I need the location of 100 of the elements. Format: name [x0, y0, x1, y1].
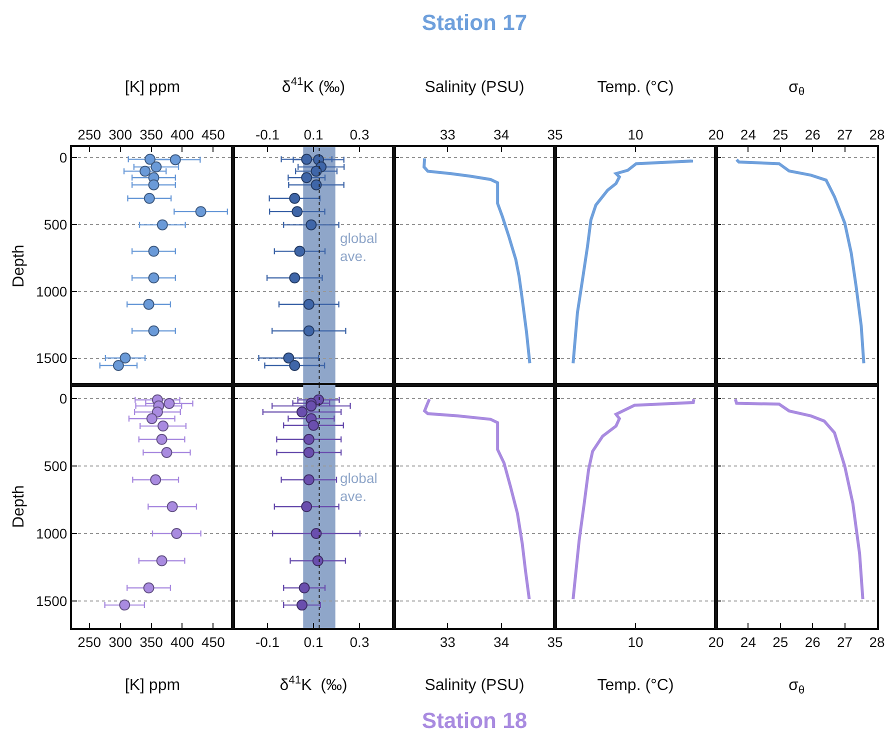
x-tick-label: 400: [170, 126, 194, 142]
x-tick-label: 300: [108, 634, 132, 650]
point: [312, 555, 324, 566]
x-tick-label: 26: [804, 126, 821, 142]
x-tick-label: 33: [440, 126, 456, 142]
point: [156, 434, 168, 445]
y-tick-label: 500: [44, 458, 68, 474]
x-tick-label: 26: [804, 634, 821, 650]
x-tick-label: 20: [708, 126, 724, 142]
x-tick-label: 300: [108, 126, 132, 142]
x-tick-label: 27: [837, 634, 853, 650]
point: [303, 298, 314, 310]
point: [171, 528, 182, 539]
point: [144, 192, 155, 204]
x-axis-title: δ$^{41}$K (‰): [280, 674, 348, 694]
point: [143, 582, 154, 594]
band-label: global ave.: [340, 470, 378, 504]
y-tick-label: 1000: [36, 283, 68, 300]
point: [306, 219, 317, 230]
text: Station 18: [420, 708, 528, 734]
point: [119, 600, 130, 611]
point: [148, 246, 160, 257]
x-tick-label: 10: [628, 634, 644, 650]
x-tick-label: 450: [202, 634, 226, 650]
x-tick-label: 34: [494, 634, 510, 650]
x-tick-label: 24: [740, 126, 756, 142]
point: [144, 154, 156, 165]
x-tick-label: 34: [494, 126, 510, 142]
point: [158, 420, 169, 432]
y-axis-title: Depth: [10, 485, 28, 528]
x-tick-label: 27: [837, 126, 853, 142]
x-tick-label: 25: [772, 126, 788, 142]
point: [306, 400, 317, 412]
point: [292, 206, 303, 218]
point: [161, 447, 172, 458]
x-tick-label: 0.3: [350, 634, 370, 650]
point: [195, 206, 206, 218]
x-tick-label: 250: [78, 126, 102, 142]
point: [146, 413, 158, 424]
x-axis-title: σ$_{θ}$: [788, 78, 805, 98]
point: [148, 325, 160, 336]
point: [164, 398, 175, 409]
x-tick-label: 10: [628, 126, 644, 142]
y-tick-label: 500: [44, 216, 68, 232]
x-axis-title: σ$_{θ}$: [788, 677, 805, 696]
chart-title: Station 17: [420, 10, 528, 36]
point: [143, 298, 154, 310]
point: [283, 352, 294, 364]
y-tick-label: 1000: [36, 525, 68, 542]
y-tick-label: 1500: [36, 350, 68, 366]
x-tick-label: 450: [202, 126, 226, 142]
y-tick-label: 0: [59, 390, 68, 406]
x-tick-label: 0.1: [304, 126, 324, 142]
y-axis-title: Depth: [10, 244, 28, 288]
point: [301, 501, 312, 512]
point: [150, 161, 162, 172]
x-tick-label: -0.1: [255, 126, 280, 142]
x-tick-label: 35: [547, 634, 563, 650]
point: [310, 179, 322, 190]
point: [308, 420, 319, 431]
point: [148, 272, 160, 284]
point: [152, 406, 163, 418]
point: [150, 474, 162, 486]
x-tick-label: 35: [547, 126, 563, 142]
point: [298, 582, 310, 594]
point: [303, 447, 314, 458]
x-tick-label: 24: [740, 634, 756, 650]
point: [303, 474, 314, 486]
y-tick-label: 0: [59, 150, 68, 166]
point: [296, 600, 308, 611]
x-axis-title: Salinity (PSU): [424, 78, 524, 96]
x-tick-label: 400: [170, 634, 194, 650]
x-tick-label: 350: [140, 634, 164, 650]
x-tick-label: 28: [869, 126, 885, 142]
x-axis-title: Salinity (PSU): [424, 677, 524, 694]
x-axis-title: [K] ppm: [124, 677, 180, 694]
x-tick-label: 28: [869, 634, 885, 650]
x-axis-title: Temp. (°C): [597, 677, 674, 694]
point: [156, 219, 168, 230]
point: [289, 192, 300, 204]
x-tick-label: -0.1: [255, 634, 280, 650]
x-tick-label: 250: [78, 634, 102, 650]
point: [303, 325, 314, 336]
point: [148, 179, 160, 190]
x-tick-label: 25: [772, 634, 788, 650]
point: [294, 246, 306, 257]
x-axis-title: [K] ppm: [124, 78, 180, 96]
point: [296, 406, 308, 418]
x-tick-label: 350: [140, 126, 164, 142]
x-tick-label: 20: [708, 634, 724, 650]
y-tick-label: 1500: [36, 592, 68, 609]
point: [166, 501, 178, 512]
point: [310, 528, 322, 539]
point: [310, 166, 322, 177]
point: [120, 352, 131, 364]
point: [303, 434, 314, 445]
point: [289, 360, 300, 371]
point: [301, 154, 312, 165]
x-tick-label: 0.3: [350, 126, 370, 142]
point: [301, 172, 312, 184]
